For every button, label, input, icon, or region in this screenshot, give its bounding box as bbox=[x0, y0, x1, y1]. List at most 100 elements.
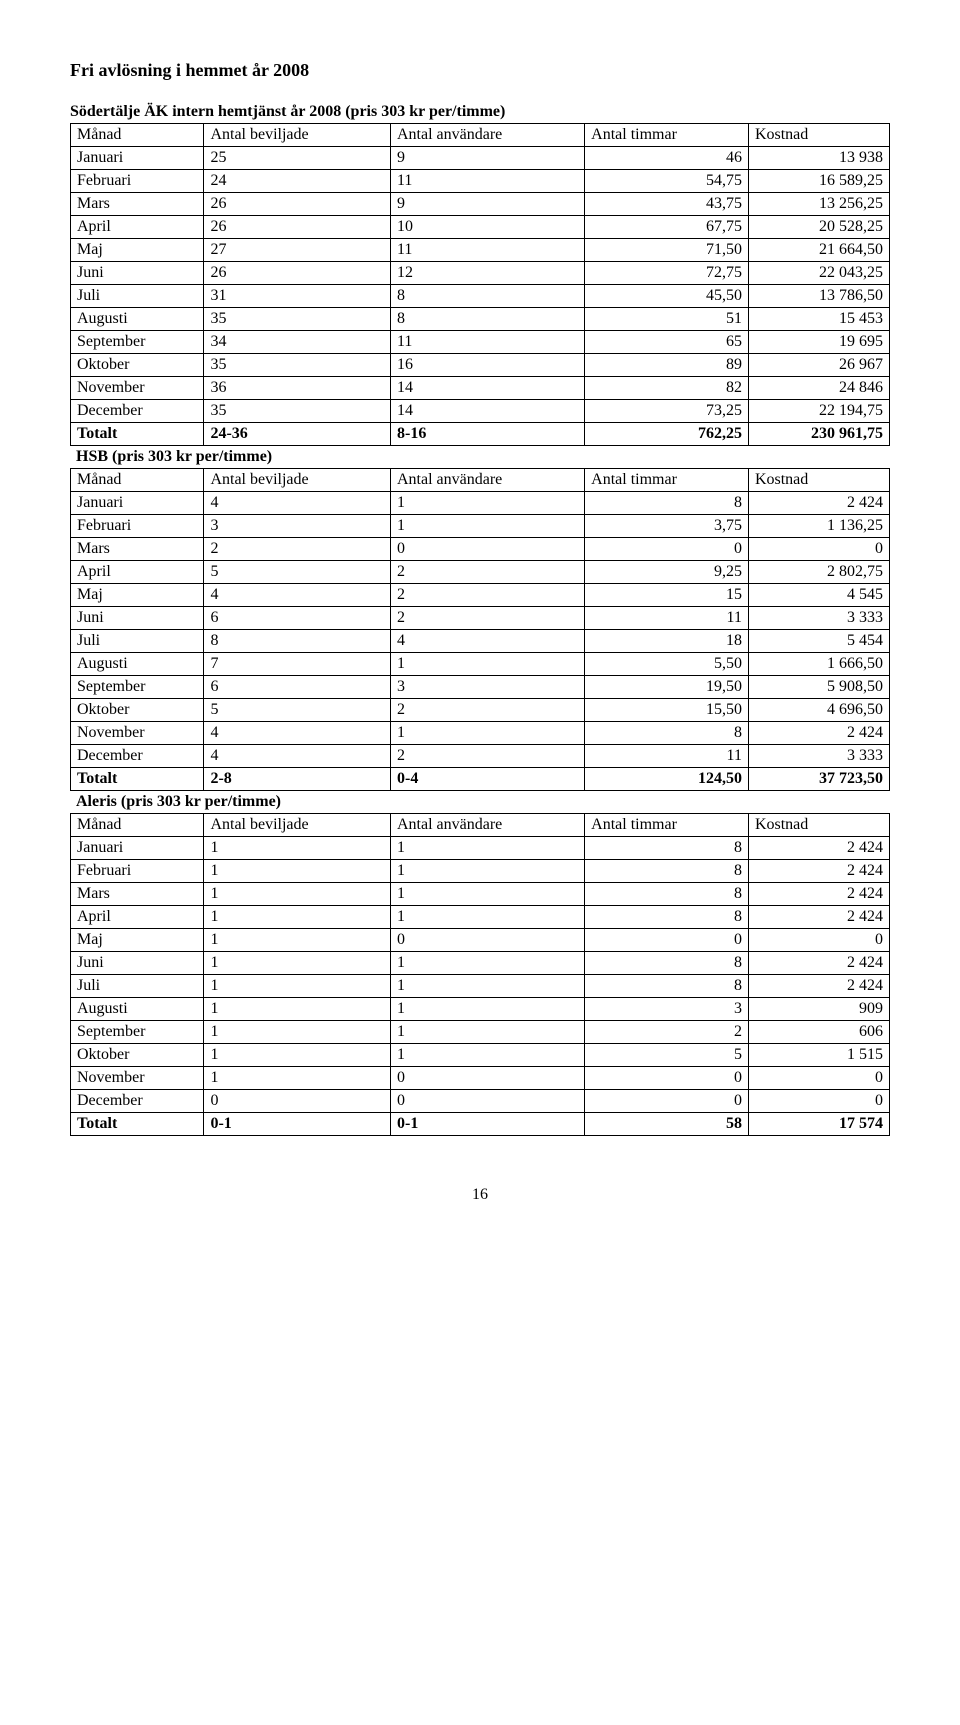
table-row: September6319,505 908,50 bbox=[71, 676, 890, 699]
cell: September bbox=[71, 676, 204, 699]
cell: Juni bbox=[71, 262, 204, 285]
cell: 46 bbox=[585, 147, 749, 170]
cell: Juni bbox=[71, 952, 204, 975]
cell: April bbox=[71, 561, 204, 584]
cell: April bbox=[71, 906, 204, 929]
cell: 73,25 bbox=[585, 400, 749, 423]
col-header: Månad bbox=[71, 814, 204, 837]
cell: 2 bbox=[204, 538, 391, 561]
cell: 65 bbox=[585, 331, 749, 354]
table-total-row: Totalt 24-36 8-16 762,25 230 961,75 bbox=[71, 423, 890, 446]
table1-subtitle: Södertälje ÄK intern hemtjänst år 2008 (… bbox=[70, 103, 890, 121]
cell: 0 bbox=[391, 538, 585, 561]
cell: Augusti bbox=[71, 653, 204, 676]
table-header-row: Månad Antal beviljade Antal användare An… bbox=[71, 124, 890, 147]
cell: 6 bbox=[204, 607, 391, 630]
cell: 4 bbox=[204, 745, 391, 768]
table2-subtitle: HSB (pris 303 kr per/timme) bbox=[70, 446, 890, 468]
cell: 2 bbox=[391, 561, 585, 584]
cell: 5 bbox=[585, 1044, 749, 1067]
cell: 35 bbox=[204, 400, 391, 423]
cell: November bbox=[71, 722, 204, 745]
table-row: Juni1182 424 bbox=[71, 952, 890, 975]
table-row: Januari4182 424 bbox=[71, 492, 890, 515]
cell: 1 bbox=[391, 860, 585, 883]
table-row: Juli1182 424 bbox=[71, 975, 890, 998]
cell: Maj bbox=[71, 584, 204, 607]
cell: 8 bbox=[391, 285, 585, 308]
table3-subtitle: Aleris (pris 303 kr per/timme) bbox=[70, 791, 890, 813]
table-row: Maj271171,5021 664,50 bbox=[71, 239, 890, 262]
cell: 1 bbox=[391, 998, 585, 1021]
cell: 26 bbox=[204, 216, 391, 239]
cell: 1 bbox=[391, 837, 585, 860]
cell: 37 723,50 bbox=[748, 768, 889, 791]
cell: 909 bbox=[748, 998, 889, 1021]
cell: 2 bbox=[391, 607, 585, 630]
cell: Mars bbox=[71, 538, 204, 561]
cell: 15,50 bbox=[585, 699, 749, 722]
cell: 1 bbox=[204, 1021, 391, 1044]
cell: 1 bbox=[391, 653, 585, 676]
cell: 5 908,50 bbox=[748, 676, 889, 699]
cell: 2 424 bbox=[748, 975, 889, 998]
cell: Januari bbox=[71, 837, 204, 860]
cell: 2 424 bbox=[748, 906, 889, 929]
cell: 31 bbox=[204, 285, 391, 308]
table-row: September34116519 695 bbox=[71, 331, 890, 354]
cell: 17 574 bbox=[748, 1113, 889, 1136]
cell: 8 bbox=[204, 630, 391, 653]
cell: 11 bbox=[585, 745, 749, 768]
cell: 7 bbox=[204, 653, 391, 676]
cell: 8 bbox=[585, 952, 749, 975]
table-row: November4182 424 bbox=[71, 722, 890, 745]
table-header-row: Månad Antal beviljade Antal användare An… bbox=[71, 469, 890, 492]
cell: 26 bbox=[204, 193, 391, 216]
col-header: Antal timmar bbox=[585, 124, 749, 147]
cell: 89 bbox=[585, 354, 749, 377]
cell: 8 bbox=[391, 308, 585, 331]
table-header-row: Månad Antal beviljade Antal användare An… bbox=[71, 814, 890, 837]
table-row: Januari1182 424 bbox=[71, 837, 890, 860]
col-header: Antal användare bbox=[391, 469, 585, 492]
col-header: Antal användare bbox=[391, 124, 585, 147]
cell: 14 bbox=[391, 400, 585, 423]
cell: 0 bbox=[748, 538, 889, 561]
cell: 0 bbox=[748, 929, 889, 952]
cell: 1 bbox=[204, 860, 391, 883]
cell: November bbox=[71, 1067, 204, 1090]
cell: April bbox=[71, 216, 204, 239]
table-1: Månad Antal beviljade Antal användare An… bbox=[70, 123, 890, 446]
cell: 2 424 bbox=[748, 883, 889, 906]
table-row: Maj1000 bbox=[71, 929, 890, 952]
cell: Januari bbox=[71, 147, 204, 170]
cell: Maj bbox=[71, 929, 204, 952]
cell: 2 bbox=[391, 699, 585, 722]
cell: 1 bbox=[204, 975, 391, 998]
cell: 8-16 bbox=[391, 423, 585, 446]
table-row: Juli31845,5013 786,50 bbox=[71, 285, 890, 308]
col-header: Antal beviljade bbox=[204, 124, 391, 147]
cell: 2 bbox=[391, 745, 585, 768]
cell: 11 bbox=[391, 331, 585, 354]
cell: 0 bbox=[391, 1067, 585, 1090]
cell: December bbox=[71, 745, 204, 768]
cell: 58 bbox=[585, 1113, 749, 1136]
table-row: Maj42154 545 bbox=[71, 584, 890, 607]
cell: 13 786,50 bbox=[748, 285, 889, 308]
table-row: Oktober5215,504 696,50 bbox=[71, 699, 890, 722]
cell: 26 bbox=[204, 262, 391, 285]
table-row: December42113 333 bbox=[71, 745, 890, 768]
cell: 1 bbox=[204, 1044, 391, 1067]
cell: 1 666,50 bbox=[748, 653, 889, 676]
cell: Juli bbox=[71, 975, 204, 998]
cell: 18 bbox=[585, 630, 749, 653]
cell: 8 bbox=[585, 860, 749, 883]
cell: 8 bbox=[585, 906, 749, 929]
cell: 5 bbox=[204, 699, 391, 722]
cell: 2 424 bbox=[748, 492, 889, 515]
cell: 36 bbox=[204, 377, 391, 400]
cell: 1 bbox=[391, 952, 585, 975]
cell: 2 bbox=[585, 1021, 749, 1044]
cell: 9 bbox=[391, 147, 585, 170]
